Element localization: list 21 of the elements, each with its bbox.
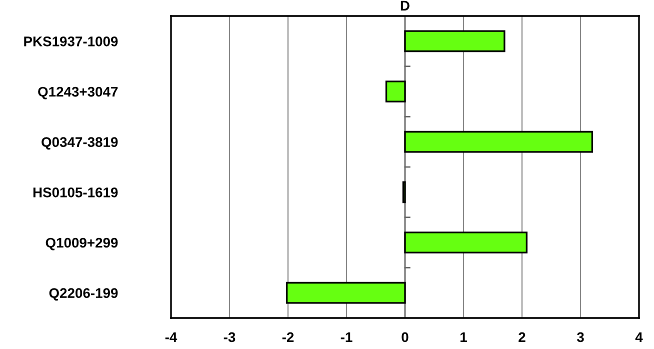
chart-title: D	[400, 0, 410, 10]
x-tick-label: 3	[576, 332, 584, 342]
x-tick-label: -1	[340, 332, 352, 342]
bar	[404, 130, 594, 153]
y-tick-label: Q2206-199	[49, 288, 118, 301]
x-tick-label: 4	[635, 332, 643, 342]
y-tick-label: Q0347-3819	[42, 137, 118, 150]
x-tick-label: -3	[224, 332, 236, 342]
x-tick-label: -2	[282, 332, 294, 342]
y-tick-label: PKS1937-1009	[24, 36, 118, 46]
bar	[286, 282, 406, 304]
x-tick-label: 0	[402, 332, 408, 342]
x-tick-label: 1	[460, 332, 467, 342]
bar	[385, 80, 406, 102]
x-tick-label: 2	[518, 332, 526, 342]
y-tick-label: Q1243+3047	[38, 86, 118, 100]
x-tick-label: -4	[165, 332, 178, 342]
y-tick-label: Q1009+299	[46, 238, 118, 250]
bar	[404, 30, 506, 52]
bar	[404, 232, 528, 254]
y-tick-label: HS0105-1619	[33, 188, 118, 198]
